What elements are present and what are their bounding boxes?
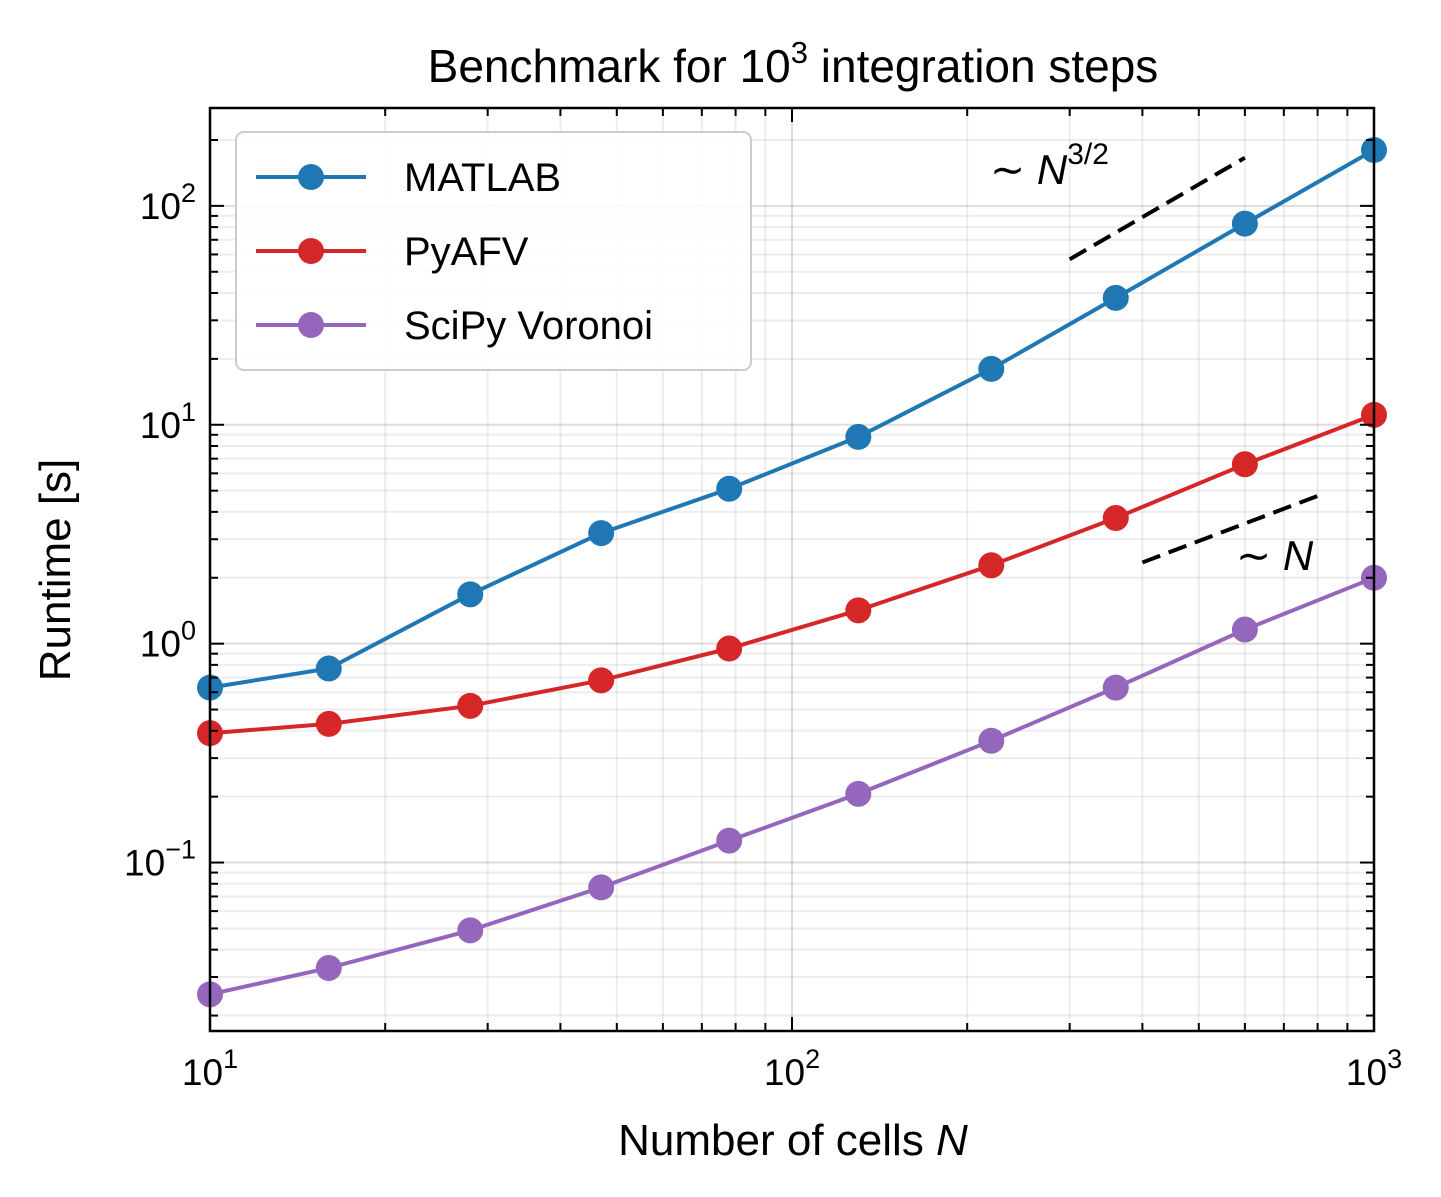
data-point-pyafv xyxy=(716,635,743,662)
series-line-scipy-voronoi xyxy=(209,575,1375,997)
annotation-n-3-2: ∼ N3/2 xyxy=(990,138,1109,193)
legend-label-scipy-voronoi: SciPy Voronoi xyxy=(404,304,653,348)
y-tick-label: 10−1 xyxy=(124,835,196,884)
data-point-scipy-voronoi xyxy=(716,827,743,854)
scaling-guides xyxy=(1068,155,1325,565)
data-point-pyafv xyxy=(588,667,615,694)
plot-frame xyxy=(208,106,1376,1033)
legend-label-matlab: MATLAB xyxy=(404,156,561,200)
y-tick-label-exponent: −1 xyxy=(165,835,196,865)
x-tick-label-base: 10 xyxy=(182,1052,223,1093)
y-tick-label: 101 xyxy=(140,397,196,446)
data-point-pyafv xyxy=(315,710,342,737)
data-point-matlab xyxy=(845,423,872,450)
legend-box xyxy=(235,131,752,371)
y-tick-label-exponent: 2 xyxy=(181,178,196,208)
series-line-matlab xyxy=(209,148,1375,690)
x-axis-label: Number of cells N xyxy=(618,1116,968,1165)
data-point-scipy-voronoi xyxy=(315,954,342,981)
data-point-scipy-voronoi xyxy=(457,917,484,944)
data-point-pyafv xyxy=(978,552,1005,579)
data-point-scipy-voronoi xyxy=(588,874,615,901)
data-point-pyafv xyxy=(457,692,484,719)
x-tick-label-exponent: 1 xyxy=(223,1044,238,1074)
scaling-guide-line xyxy=(1068,155,1246,262)
x-tick-label: 101 xyxy=(182,1044,238,1093)
data-point-scipy-voronoi xyxy=(978,727,1005,754)
data-point-matlab xyxy=(978,355,1005,382)
data-point-matlab xyxy=(716,475,743,502)
series-line-pyafv xyxy=(209,412,1375,736)
legend: MATLAB PyAFV SciPy Voronoi xyxy=(235,131,752,371)
data-point-matlab xyxy=(315,655,342,682)
y-tick-label-base: 10 xyxy=(140,186,181,227)
data-point-pyafv xyxy=(845,597,872,624)
x-tick-label-exponent: 2 xyxy=(805,1044,820,1074)
data-point-scipy-voronoi xyxy=(1102,674,1129,701)
legend-marker-scipy-voronoi xyxy=(298,312,324,338)
x-tick-label: 102 xyxy=(764,1044,820,1093)
x-tick-label: 103 xyxy=(1346,1044,1402,1093)
annotation-n: ∼ N xyxy=(1236,532,1314,579)
x-tick-label-exponent: 3 xyxy=(1387,1044,1402,1074)
y-axis-label: Runtime [s] xyxy=(31,459,80,682)
tick-marks xyxy=(209,108,1375,1031)
data-point-matlab xyxy=(1102,284,1129,311)
y-tick-label-exponent: 0 xyxy=(181,616,196,646)
data-point-matlab xyxy=(588,520,615,547)
data-point-scipy-voronoi xyxy=(845,780,872,807)
scaling-guide-line xyxy=(1141,491,1325,565)
data-point-matlab xyxy=(1231,210,1258,237)
y-tick-label-base: 10 xyxy=(140,624,181,665)
x-tick-label-base: 10 xyxy=(764,1052,805,1093)
data-point-pyafv xyxy=(1102,505,1129,532)
chart-title: Benchmark for 103 integration steps xyxy=(428,35,1159,92)
data-point-scipy-voronoi xyxy=(1231,616,1258,643)
data-point-matlab xyxy=(457,581,484,608)
series-group xyxy=(197,137,1387,1008)
y-tick-label-exponent: 1 xyxy=(181,397,196,427)
data-point-pyafv xyxy=(1231,451,1258,478)
y-tick-label: 100 xyxy=(140,616,196,665)
y-tick-label-base: 10 xyxy=(124,843,165,884)
legend-marker-matlab xyxy=(298,164,324,190)
legend-marker-pyafv xyxy=(298,238,324,264)
y-tick-label-base: 10 xyxy=(140,405,181,446)
legend-label-pyafv: PyAFV xyxy=(404,230,529,274)
x-tick-label-base: 10 xyxy=(1346,1052,1387,1093)
y-tick-label: 102 xyxy=(140,178,196,227)
